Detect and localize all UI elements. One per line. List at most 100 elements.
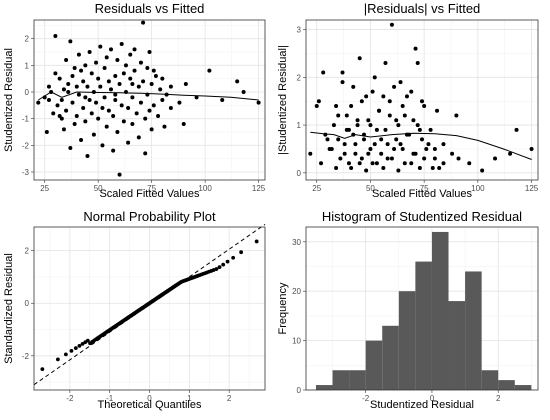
scatter-point <box>415 123 420 128</box>
scatter-point <box>132 47 137 52</box>
scatter-point <box>51 111 56 116</box>
scatter-point <box>344 113 349 118</box>
y-tick-label: 0 <box>297 169 302 178</box>
scatter-point <box>353 151 358 156</box>
scatter-point <box>66 82 71 86</box>
scatter-point <box>153 74 158 78</box>
scatter-point <box>126 140 131 145</box>
x-tick-label: 125 <box>252 184 266 193</box>
scatter-point <box>98 44 103 49</box>
scatter-point <box>102 95 107 100</box>
x-tick-label: 25 <box>40 184 49 193</box>
y-tick-label: 10 <box>292 337 301 346</box>
scatter-point <box>396 123 401 128</box>
scatter-point <box>493 156 498 161</box>
scatter-point <box>83 63 88 68</box>
scatter-point <box>241 90 246 94</box>
scatter-point <box>417 127 422 132</box>
scatter-point <box>314 103 319 108</box>
scatter-point <box>420 99 424 104</box>
scatter-point <box>162 124 167 129</box>
scatter-point <box>141 79 146 84</box>
x-tick-label: -1 <box>106 394 114 403</box>
x-tick-label: 75 <box>420 184 429 193</box>
y-tick-label: 0 <box>25 299 30 308</box>
scatter-point <box>111 148 116 153</box>
scatter-point <box>349 103 354 108</box>
scatter-point <box>346 127 351 132</box>
scatter-point <box>160 76 165 81</box>
scatter-point <box>359 156 364 161</box>
x-tick-label: 1 <box>187 394 192 403</box>
qq-point <box>225 259 230 264</box>
histogram-bar <box>465 271 482 390</box>
qq-point <box>40 367 45 372</box>
scatter-point <box>109 87 113 92</box>
scatter-point <box>389 156 394 161</box>
scatter-point <box>76 52 81 57</box>
scatter-point <box>454 113 459 118</box>
scatter-point <box>132 68 137 73</box>
scatter-point <box>85 154 90 158</box>
scatter-point <box>94 100 99 105</box>
scatter-point <box>141 20 146 25</box>
scatter-point <box>364 94 369 99</box>
y-tick-label: 1 <box>297 121 302 130</box>
scatter-point <box>372 75 377 80</box>
scatter-point <box>331 123 336 128</box>
scatter-point <box>74 84 79 89</box>
scatter-point <box>346 161 351 166</box>
y-tick-label: 2 <box>25 247 30 256</box>
scatter-point <box>72 66 77 70</box>
scatter-point <box>70 100 75 105</box>
scatter-point <box>374 127 379 132</box>
scatter-point <box>138 60 143 65</box>
chart-title: |Residuals| vs Fitted <box>364 1 481 16</box>
scatter-point <box>85 84 90 89</box>
scatter-point <box>432 156 437 161</box>
scatter-point <box>385 156 390 161</box>
scatter-point <box>366 118 371 123</box>
scatter-point <box>321 70 326 75</box>
scatter-point <box>130 122 135 126</box>
x-tick-label: 2 <box>496 394 501 403</box>
scatter-point <box>385 142 390 147</box>
scatter-point <box>336 113 341 118</box>
x-tick-label: -2 <box>66 394 74 403</box>
scatter-point <box>151 103 156 108</box>
scatter-point <box>364 168 369 173</box>
scatter-point <box>160 98 165 102</box>
scatter-point <box>362 137 366 142</box>
scatter-point <box>59 116 64 121</box>
scatter-point <box>57 114 62 118</box>
scatter-point <box>57 76 62 81</box>
y-tick-label: 1 <box>25 61 30 70</box>
scatter-point <box>194 95 199 100</box>
smoothed-trend-line <box>310 131 532 160</box>
scatter-point <box>66 90 71 94</box>
qq-point <box>221 262 226 267</box>
scatter-point <box>83 119 88 124</box>
scatter-point <box>383 60 388 65</box>
scatter-point <box>91 132 96 137</box>
scatter-point <box>46 98 51 102</box>
scatter-point <box>355 123 360 128</box>
scatter-point <box>430 166 435 171</box>
qq-point <box>73 346 78 351</box>
scatter-point <box>413 151 418 156</box>
scatter-point <box>74 114 79 118</box>
gridlines <box>34 227 265 390</box>
qq-point <box>63 352 68 357</box>
scatter-point <box>149 82 154 86</box>
scatter-point <box>377 108 382 113</box>
x-tick-label: 100 <box>198 184 212 193</box>
qq-point <box>85 338 90 343</box>
x-tick-label: 2 <box>227 394 232 403</box>
y-tick-label: -2 <box>22 352 30 361</box>
scatter-point <box>409 161 414 166</box>
x-tick-label: 100 <box>471 184 485 193</box>
scatter-point <box>435 108 440 113</box>
gridlines <box>34 20 265 180</box>
y-tick-label: 2 <box>25 35 30 44</box>
